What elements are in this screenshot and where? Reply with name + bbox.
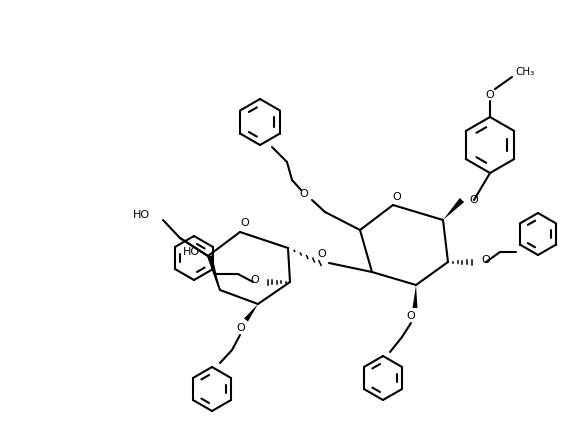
Polygon shape — [412, 285, 417, 308]
Text: CH₃: CH₃ — [516, 67, 535, 77]
Text: HO: HO — [183, 247, 200, 257]
Polygon shape — [244, 304, 258, 322]
Text: O: O — [469, 195, 478, 205]
Text: O: O — [486, 90, 494, 100]
Text: O: O — [393, 192, 401, 202]
Text: O: O — [407, 311, 415, 321]
Polygon shape — [208, 256, 220, 290]
Text: O: O — [250, 275, 259, 285]
Polygon shape — [443, 198, 464, 220]
Text: O: O — [481, 255, 490, 265]
Text: O: O — [300, 189, 309, 199]
Text: HO: HO — [133, 210, 150, 220]
Text: O: O — [237, 323, 245, 333]
Text: O: O — [241, 218, 250, 228]
Text: O: O — [318, 249, 327, 259]
